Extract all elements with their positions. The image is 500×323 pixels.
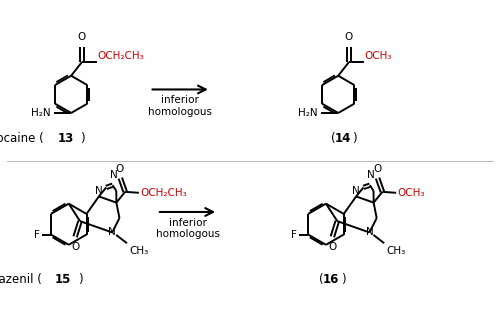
Text: N: N [352, 186, 360, 196]
Text: O: O [71, 242, 79, 252]
Text: (: ( [319, 273, 324, 286]
Text: CH₃: CH₃ [386, 246, 406, 256]
Text: OCH₂CH₃: OCH₂CH₃ [140, 188, 186, 198]
Text: flumazenil (: flumazenil ( [0, 273, 42, 286]
Text: O: O [328, 242, 336, 252]
Text: ): ) [78, 273, 82, 286]
Text: F: F [34, 230, 40, 240]
Text: H₂N: H₂N [298, 108, 318, 118]
Text: ): ) [80, 131, 84, 145]
Text: N: N [367, 170, 375, 180]
Text: ): ) [340, 273, 345, 286]
Text: 14: 14 [334, 131, 351, 145]
Text: N: N [366, 227, 374, 237]
Text: O: O [345, 32, 353, 42]
Text: O: O [78, 32, 86, 42]
Text: CH₃: CH₃ [129, 246, 148, 256]
Text: inferior
homologous: inferior homologous [156, 218, 220, 239]
Text: 16: 16 [322, 273, 339, 286]
Text: OCH₂CH₃: OCH₂CH₃ [98, 51, 144, 61]
Text: H₂N: H₂N [31, 108, 50, 118]
Text: N: N [108, 227, 116, 237]
Text: O: O [116, 164, 124, 174]
Text: 15: 15 [55, 273, 72, 286]
Text: benzocaine (: benzocaine ( [0, 131, 44, 145]
Text: OCH₃: OCH₃ [397, 188, 424, 198]
Text: N: N [110, 170, 118, 180]
Text: (: ( [331, 131, 336, 145]
Text: N: N [95, 186, 102, 196]
Text: 13: 13 [58, 131, 74, 145]
Text: inferior
homologous: inferior homologous [148, 95, 212, 117]
Text: F: F [292, 230, 298, 240]
Text: O: O [373, 164, 381, 174]
Text: OCH₃: OCH₃ [364, 51, 392, 61]
Text: ): ) [352, 131, 356, 145]
